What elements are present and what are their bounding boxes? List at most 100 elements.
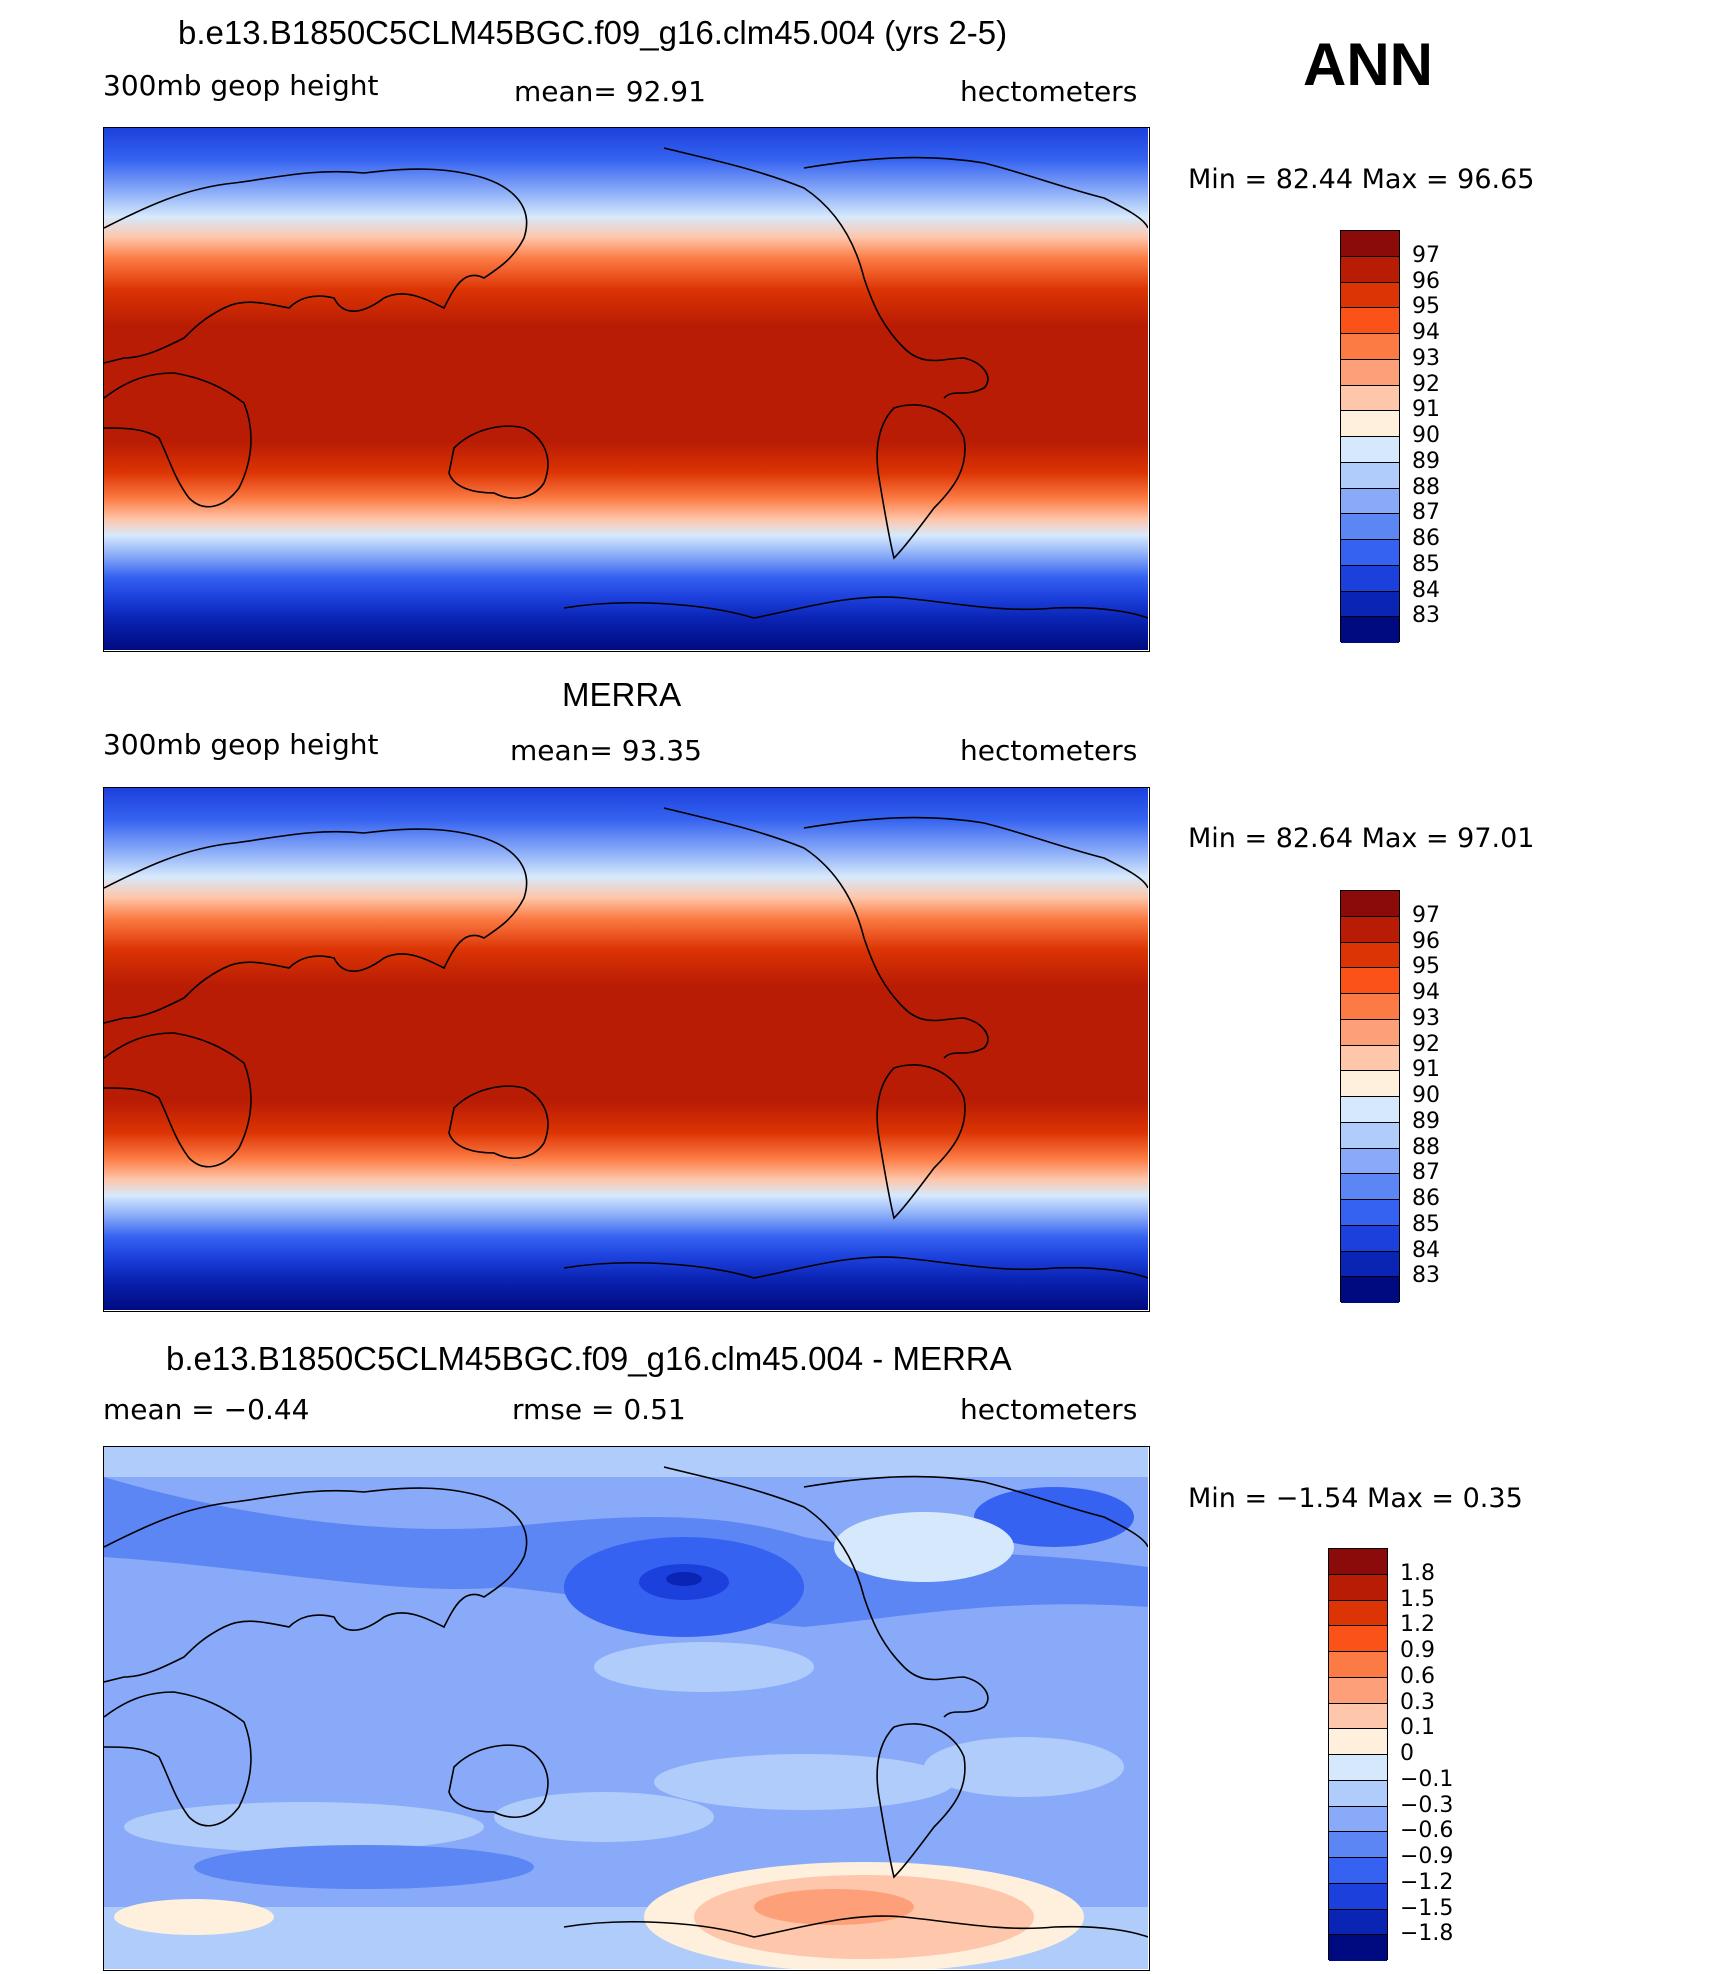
colorbar-swatch: [1329, 1935, 1387, 1961]
colorbar-swatch: [1341, 1174, 1399, 1200]
colorbar-swatch: [1341, 891, 1399, 917]
colorbar-swatch: [1341, 1122, 1399, 1149]
colorbar-tick-label: 91: [1412, 397, 1440, 423]
colorbar-tick-label: 84: [1412, 577, 1440, 603]
panel-1-minmax: Min = 82.44 Max = 96.65: [1188, 164, 1535, 195]
colorbar-tick-label: 88: [1412, 1134, 1440, 1160]
colorbar-swatch: [1341, 256, 1399, 283]
colorbar-box: [1328, 1548, 1388, 1961]
colorbar-swatch: [1341, 994, 1399, 1020]
colorbar-swatch: [1341, 1251, 1399, 1278]
panel-1-variable-label: 300mb geop height: [103, 69, 379, 102]
colorbar-swatch: [1341, 1045, 1399, 1072]
colorbar-tick-label: 0.1: [1400, 1715, 1435, 1741]
colorbar-tick-label: 84: [1412, 1237, 1440, 1263]
colorbar-tick-label: 0: [1400, 1741, 1414, 1766]
colorbar-swatch: [1341, 565, 1399, 592]
colorbar-swatch: [1341, 1019, 1399, 1046]
colorbar-tick-label: 93: [1412, 1005, 1440, 1031]
colorbar-tick-label: 91: [1412, 1057, 1440, 1083]
panel-2-units-label: hectometers: [960, 734, 1138, 767]
colorbar-swatch: [1329, 1626, 1387, 1652]
colorbar-tick-label: 96: [1412, 268, 1440, 294]
colorbar-tick-label: 97: [1412, 242, 1440, 268]
panel-1-map: [103, 127, 1150, 652]
panel-1-coastlines: [104, 147, 1148, 619]
colorbar-tick-label: −0.1: [1400, 1766, 1454, 1792]
colorbar-tick-label: −0.6: [1400, 1818, 1454, 1844]
colorbar-tick-label: 0.3: [1400, 1689, 1435, 1715]
panel-3-coastlines: [104, 1466, 1148, 1938]
colorbar-tick-label: 87: [1412, 500, 1440, 526]
colorbar-swatch: [1341, 591, 1399, 618]
colorbar-swatch: [1341, 1225, 1399, 1252]
colorbar-swatch: [1341, 1277, 1399, 1303]
colorbar-swatch: [1341, 282, 1399, 309]
panel-2-contour-field: [104, 788, 1148, 1310]
panel-2-colorbar: 97 96 95 94 93 92 91 90 89 88 87 86 85 84 83: [1340, 890, 1440, 1303]
colorbar-swatch: [1341, 617, 1399, 643]
colorbar-swatch: [1329, 1600, 1387, 1627]
colorbar-swatch: [1329, 1858, 1387, 1884]
colorbar-swatch: [1341, 1071, 1399, 1097]
colorbar-tick-label: 0.9: [1400, 1638, 1435, 1663]
colorbar-swatch: [1341, 411, 1399, 437]
colorbar-swatch: [1341, 1148, 1399, 1175]
colorbar-tick-label: 85: [1412, 551, 1440, 577]
colorbar-tick-label: 96: [1412, 928, 1440, 954]
colorbar-tick-label: 86: [1412, 526, 1440, 551]
colorbar-tick-label: 1.8: [1400, 1560, 1435, 1586]
panel-3-minmax: Min = −1.54 Max = 0.35: [1188, 1483, 1523, 1514]
panel-3-colorbar: 1.8 1.5 1.2 0.9 0.6 0.3 0.1 0 −0.1 −0.3 −0.6 −0.9 −1…: [1328, 1548, 1453, 1961]
colorbar-tick-label: 83: [1412, 603, 1440, 629]
colorbar-swatch: [1329, 1832, 1387, 1858]
panel-3-mean-label: mean = −0.44: [103, 1393, 310, 1426]
season-label: ANN: [1303, 31, 1433, 98]
colorbar-tick-label: 89: [1412, 448, 1440, 474]
colorbar-swatch: [1341, 942, 1399, 969]
colorbar-tick-label: 95: [1412, 294, 1440, 320]
colorbar-swatch: [1341, 437, 1399, 463]
colorbar-tick-label: 93: [1412, 345, 1440, 371]
panel-3-units-label: hectometers: [960, 1393, 1138, 1426]
colorbar-tick-label: 92: [1412, 371, 1440, 397]
colorbar-swatch: [1341, 1097, 1399, 1123]
colorbar-swatch: [1329, 1652, 1387, 1678]
colorbar-tick-label: 90: [1412, 423, 1440, 448]
colorbar-tick-label: 0.6: [1400, 1663, 1435, 1689]
panel-1-title: b.e13.B1850C5CLM45BGC.f09_g16.clm45.004 …: [178, 14, 1008, 51]
colorbar-tick-label: 90: [1412, 1083, 1440, 1108]
colorbar-swatch: [1341, 488, 1399, 515]
colorbar-tick-label: 94: [1412, 980, 1440, 1005]
colorbar-swatch: [1341, 334, 1399, 360]
colorbar-tick-label: 97: [1412, 902, 1440, 928]
colorbar-swatch: [1329, 1755, 1387, 1781]
colorbar-tick-label: 83: [1412, 1263, 1440, 1289]
colorbar-swatch: [1329, 1806, 1387, 1833]
colorbar-tick-label: −1.2: [1400, 1869, 1454, 1895]
panel-2-title: MERRA: [562, 676, 682, 713]
colorbar-tick-label: −1.5: [1400, 1895, 1454, 1921]
colorbar-tick-label: 92: [1412, 1031, 1440, 1057]
colorbar-tick-label: −1.8: [1400, 1921, 1454, 1947]
colorbar-swatch: [1341, 916, 1399, 943]
colorbar-swatch: [1341, 385, 1399, 412]
colorbar-swatch: [1329, 1677, 1387, 1704]
panel-2-mean-label: mean= 93.35: [510, 734, 702, 767]
colorbar-swatch: [1329, 1703, 1387, 1730]
colorbar-box: [1340, 230, 1400, 643]
colorbar-tick-label: 95: [1412, 954, 1440, 980]
colorbar-swatch: [1341, 968, 1399, 994]
colorbar-swatch: [1329, 1909, 1387, 1936]
panel-1-units-label: hectometers: [960, 75, 1138, 108]
panel-1-mean-label: mean= 92.91: [514, 75, 706, 108]
colorbar-tick-label: 87: [1412, 1160, 1440, 1186]
colorbar-swatch: [1341, 514, 1399, 540]
colorbar-tick-label: 1.2: [1400, 1612, 1435, 1638]
panel-2-minmax: Min = 82.64 Max = 97.01: [1188, 823, 1535, 854]
colorbar-swatch: [1329, 1729, 1387, 1755]
panel-3-title: b.e13.B1850C5CLM45BGC.f09_g16.clm45.004 …: [166, 1340, 1012, 1377]
colorbar-swatch: [1341, 462, 1399, 489]
colorbar-swatch: [1329, 1780, 1387, 1807]
panel-1-contour-field: [104, 128, 1148, 650]
